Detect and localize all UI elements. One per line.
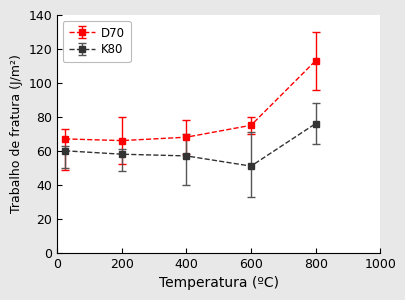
X-axis label: Temperatura (ºC): Temperatura (ºC) [158, 276, 278, 290]
Legend: D70, K80: D70, K80 [63, 21, 130, 62]
Y-axis label: Trabalho de fratura (J/m²): Trabalho de fratura (J/m²) [10, 54, 23, 213]
